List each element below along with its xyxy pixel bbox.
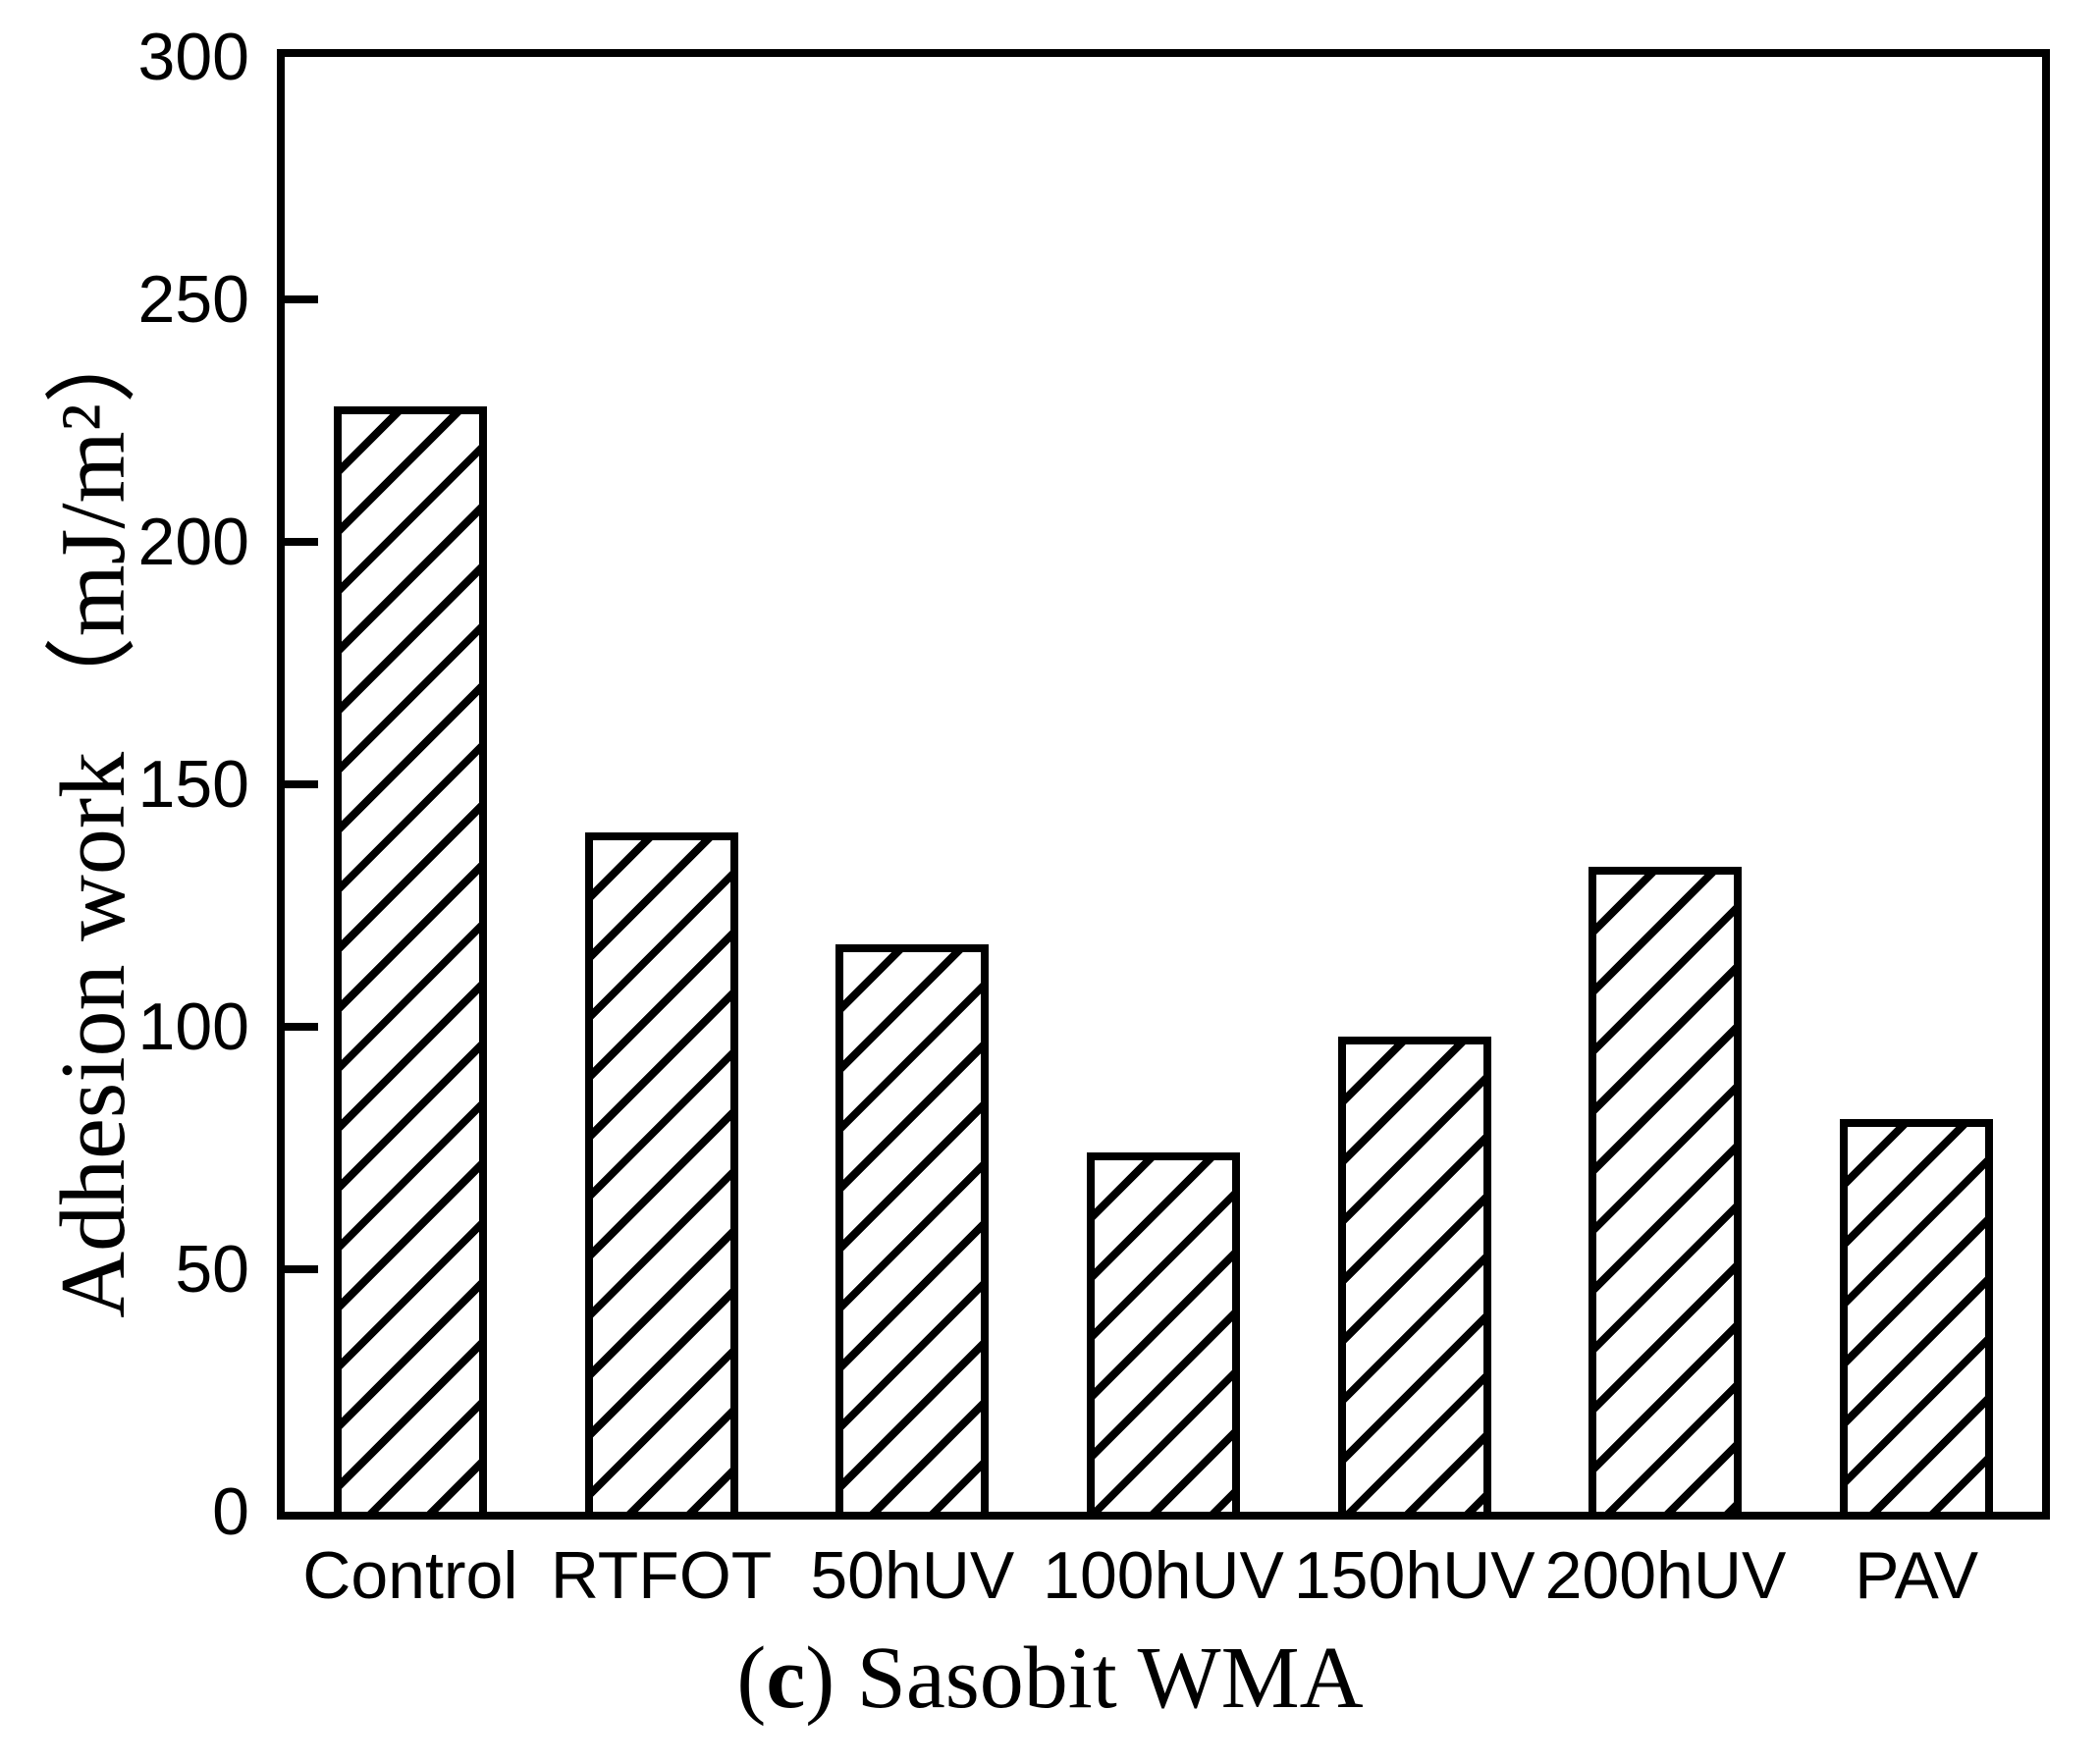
bar-Control xyxy=(333,405,487,1512)
x-label-PAV: PAV xyxy=(1855,1538,1979,1613)
x-label-Control: Control xyxy=(302,1538,518,1613)
caption-letter: c xyxy=(766,1630,806,1727)
bar-slot-Control xyxy=(285,57,536,1512)
y-tick-label-300: 300 xyxy=(137,20,249,94)
y-tick-label-0: 0 xyxy=(212,1474,249,1549)
bar-slot-50hUV xyxy=(786,57,1038,1512)
y-tick-label-150: 150 xyxy=(137,747,249,822)
caption-paren-open: ( xyxy=(736,1630,767,1727)
x-label-50hUV: 50hUV xyxy=(810,1538,1015,1613)
bars-container xyxy=(285,57,2042,1512)
y-tick-label-100: 100 xyxy=(137,989,249,1064)
x-category-labels: Control RTFOT 50hUV 100hUV 150hUV 200hUV PAV xyxy=(285,1537,2042,1614)
plot-inner xyxy=(285,57,2042,1512)
caption-title: Sasobit WMA xyxy=(835,1630,1364,1727)
bar-PAV xyxy=(1840,1118,1994,1512)
caption-paren-close: ) xyxy=(805,1630,835,1727)
bar-50hUV xyxy=(835,944,990,1512)
x-label-100hUV: 100hUV xyxy=(1043,1538,1284,1613)
caption: (c) Sasobit WMA xyxy=(0,1630,2100,1728)
bar-slot-PAV xyxy=(1791,57,2042,1512)
bar-slot-150hUV xyxy=(1289,57,1540,1512)
bar-200hUV xyxy=(1588,866,1743,1512)
bar-slot-100hUV xyxy=(1038,57,1289,1512)
y-tick-mark-100 xyxy=(285,1023,318,1031)
bar-slot-RTFOT xyxy=(536,57,787,1512)
y-tick-mark-150 xyxy=(285,780,318,788)
bar-slot-200hUV xyxy=(1540,57,1792,1512)
bar-100hUV xyxy=(1087,1152,1240,1512)
bar-150hUV xyxy=(1337,1036,1491,1512)
y-tick-label-200: 200 xyxy=(137,505,249,579)
y-tick-mark-250 xyxy=(285,295,318,303)
x-label-200hUV: 200hUV xyxy=(1544,1538,1787,1613)
y-tick-mark-50 xyxy=(285,1265,318,1273)
x-label-150hUV: 150hUV xyxy=(1293,1538,1535,1613)
y-tick-mark-200 xyxy=(285,538,318,546)
y-tick-label-50: 50 xyxy=(175,1232,249,1307)
bar-RTFOT xyxy=(584,832,738,1512)
x-label-RTFOT: RTFOT xyxy=(550,1538,773,1613)
y-tick-label-250: 250 xyxy=(137,262,249,337)
plot-area xyxy=(277,49,2050,1520)
